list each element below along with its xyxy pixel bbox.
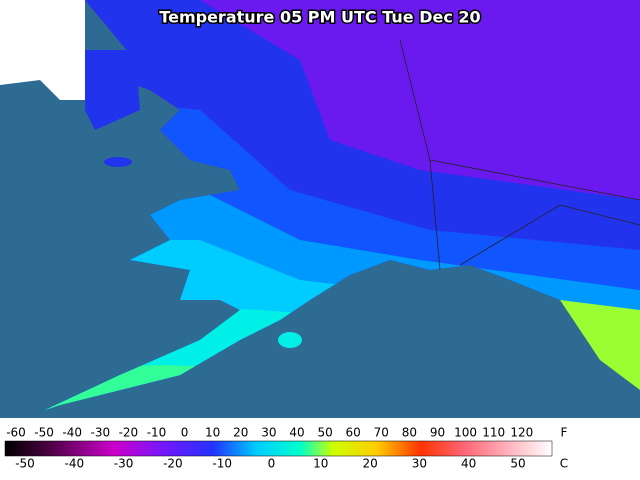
- celsius-tick-label: 10: [313, 457, 328, 471]
- celsius-tick-label: 20: [362, 457, 377, 471]
- fahrenheit-tick-label: 20: [233, 426, 248, 440]
- no-data-area: [0, 0, 85, 100]
- fahrenheit-tick-label: 0: [181, 426, 189, 440]
- fahrenheit-tick-label: 70: [374, 426, 389, 440]
- celsius-tick-label: 40: [461, 457, 476, 471]
- island: [278, 332, 302, 348]
- celsius-tick-label: -10: [212, 457, 232, 471]
- border-lines: [399, 39, 640, 271]
- seward-peninsula: [85, 50, 140, 130]
- fahrenheit-tick-label: 40: [289, 426, 304, 440]
- fahrenheit-tick-label: -50: [34, 426, 54, 440]
- map-title: Temperature 05 PM UTC Tue Dec 20: [159, 8, 480, 27]
- fahrenheit-tick-label: -30: [90, 426, 110, 440]
- celsius-tick-label: -50: [15, 457, 35, 471]
- celsius-unit: C: [560, 457, 568, 471]
- panhandle: [560, 300, 640, 390]
- island: [104, 157, 132, 167]
- celsius-tick-label: 30: [412, 457, 427, 471]
- fahrenheit-tick-label: 10: [205, 426, 220, 440]
- celsius-tick-label: -30: [114, 457, 134, 471]
- fahrenheit-tick-label: 80: [402, 426, 417, 440]
- celsius-tick-label: 0: [268, 457, 276, 471]
- celsius-tick-label: 50: [510, 457, 525, 471]
- fahrenheit-tick-label: 120: [510, 426, 533, 440]
- fahrenheit-tick-label: 110: [482, 426, 505, 440]
- scale-labels: -60 -50 -40 -30 -20 -10 0 10 20 30 40 50 60 70 80 90 100…: [6, 426, 568, 471]
- color-scale: [4, 440, 553, 457]
- fahrenheit-unit: F: [561, 426, 568, 440]
- celsius-tick-label: -20: [163, 457, 183, 471]
- fahrenheit-tick-label: -60: [6, 426, 26, 440]
- fahrenheit-tick-label: -20: [119, 426, 139, 440]
- fahrenheit-tick-label: 60: [346, 426, 361, 440]
- fahrenheit-tick-label: 30: [261, 426, 276, 440]
- fahrenheit-tick-label: 100: [454, 426, 477, 440]
- fahrenheit-tick-label: -40: [62, 426, 82, 440]
- celsius-tick-label: -40: [64, 457, 84, 471]
- fahrenheit-tick-label: 50: [317, 426, 332, 440]
- fahrenheit-tick-label: -10: [147, 426, 167, 440]
- fahrenheit-tick-label: 90: [430, 426, 445, 440]
